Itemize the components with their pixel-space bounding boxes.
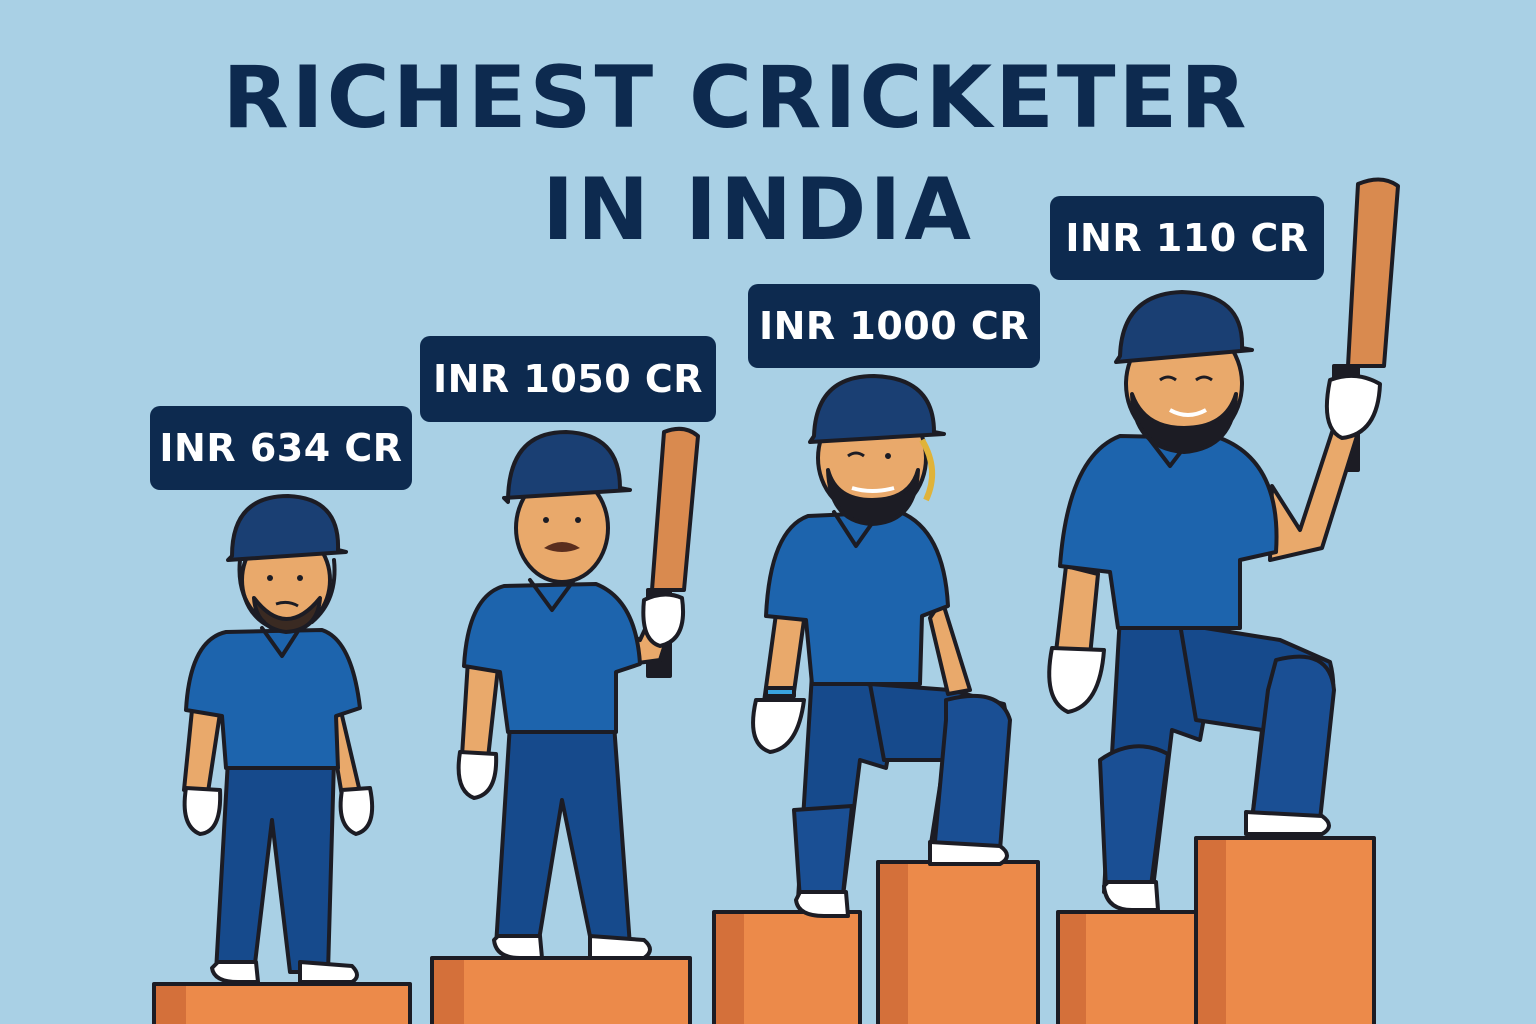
price-tag-player-2: INR 1050 CR	[420, 336, 716, 422]
cricketer-4	[1047, 177, 1400, 912]
podium-block-1	[152, 982, 412, 1024]
podium-block-4b	[1194, 836, 1376, 1024]
podium-block-3a	[712, 910, 862, 1024]
cricketer-3	[751, 374, 1012, 918]
podium-blocks	[152, 836, 1376, 1024]
page-title-line-1: RICHEST CRICKETER	[222, 48, 1250, 148]
price-tag-player-3: INR 1000 CR	[748, 284, 1040, 368]
podium-block-2	[430, 956, 692, 1024]
podium-block-4a	[1056, 910, 1198, 1024]
price-tag-player-1: INR 634 CR	[150, 406, 412, 490]
podium-block-3b	[876, 860, 1040, 1024]
cricketer-2	[456, 426, 700, 960]
price-tag-player-4: INR 110 CR	[1050, 196, 1324, 280]
page-title-line-2: IN INDIA	[542, 160, 974, 260]
cricketer-1	[182, 494, 375, 984]
